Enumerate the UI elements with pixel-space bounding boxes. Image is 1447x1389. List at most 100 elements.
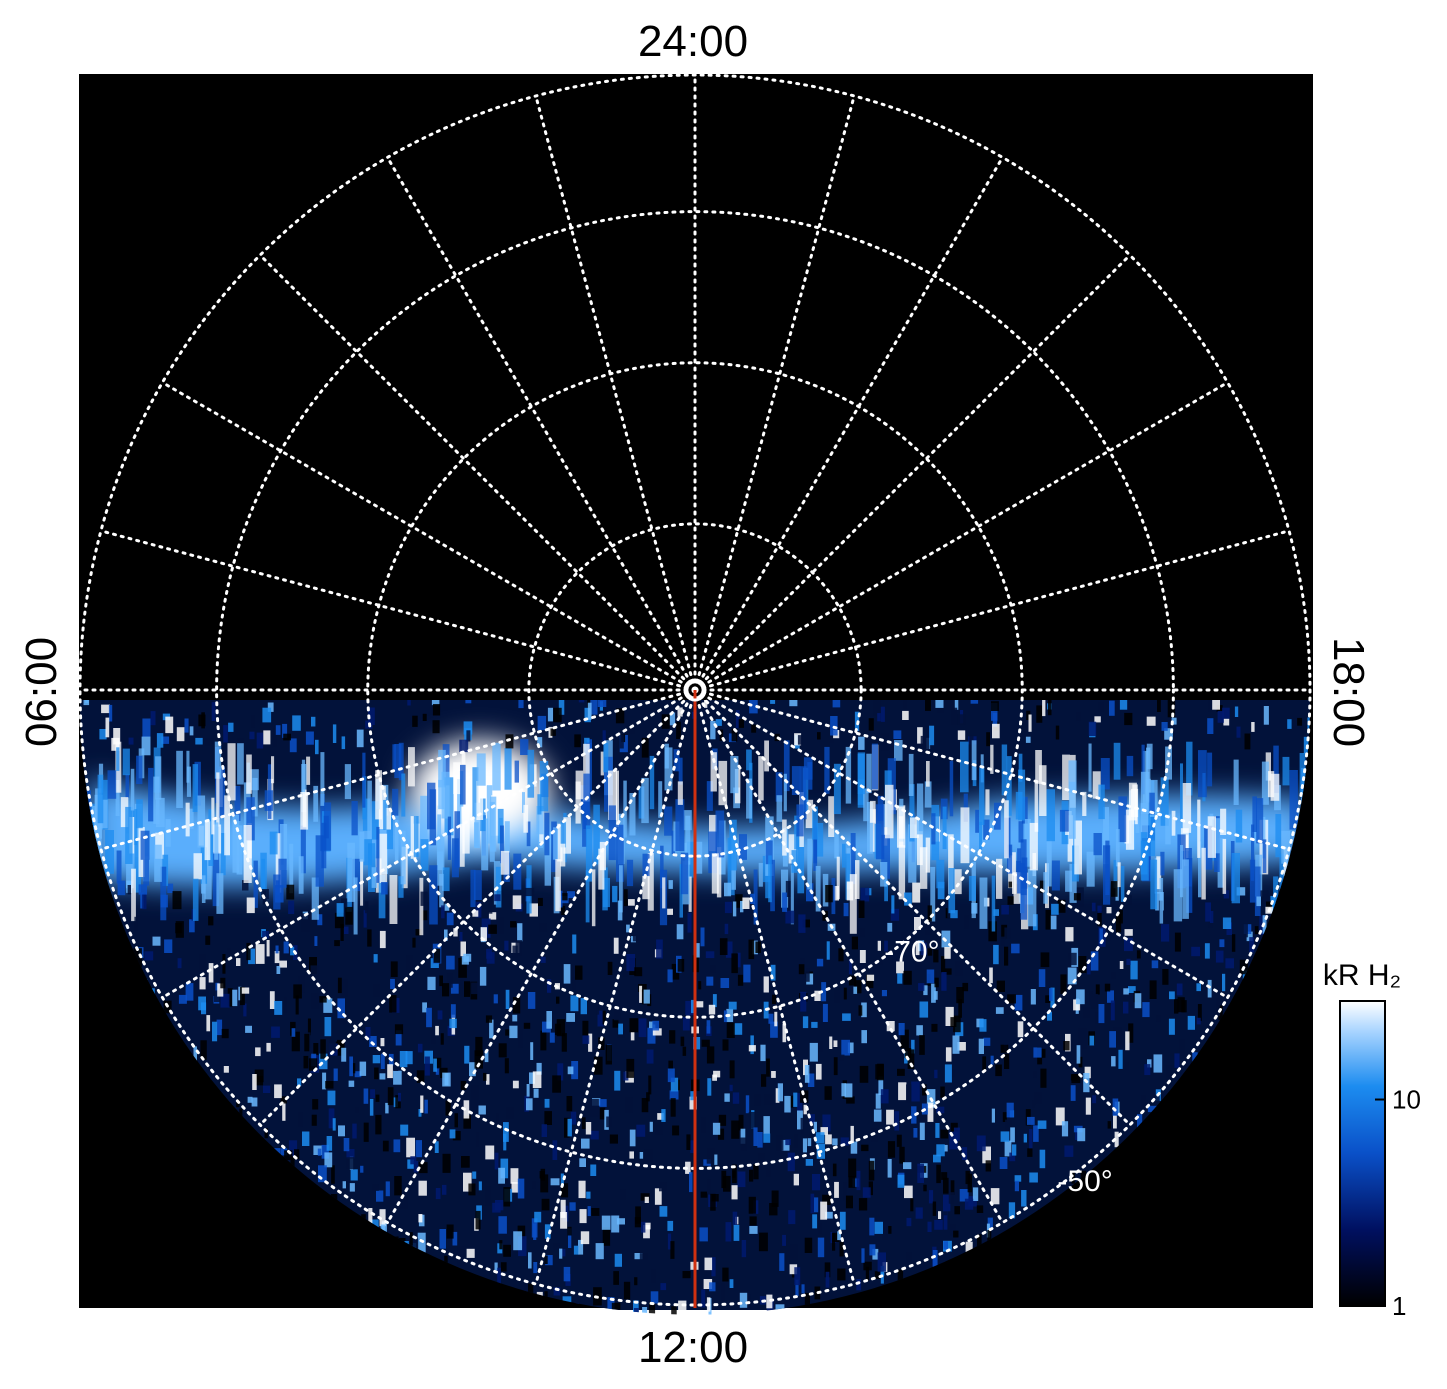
aurora-pixel — [376, 826, 380, 883]
aurora-pixel — [742, 897, 750, 909]
aurora-pixel — [917, 727, 923, 744]
aurora-pixel — [925, 921, 933, 936]
aurora-pixel — [954, 869, 962, 895]
aurora-pixel — [223, 1066, 229, 1073]
aurora-pixel — [722, 1039, 729, 1051]
aurora-pixel — [1307, 717, 1310, 734]
aurora-pixel — [310, 965, 320, 977]
aurora-pixel — [652, 1020, 660, 1031]
aurora-pixel — [1028, 714, 1032, 732]
aurora-pixel — [541, 1124, 547, 1137]
aurora-pixel — [729, 1084, 733, 1092]
aurora-pixel — [775, 1135, 784, 1151]
aurora-pixel — [306, 756, 311, 785]
aurora-pixel — [289, 738, 297, 753]
aurora-pixel — [1174, 999, 1179, 1014]
aurora-pixel — [1126, 958, 1131, 965]
aurora-pixel — [639, 985, 643, 1003]
aurora-pixel — [623, 964, 629, 977]
aurora-pixel — [454, 1113, 458, 1128]
aurora-pixel — [599, 1107, 606, 1120]
aurora-pixel — [476, 753, 486, 786]
aurora-pixel — [1101, 930, 1106, 937]
aurora-pixel — [1023, 1133, 1027, 1143]
aurora-pixel — [822, 1003, 828, 1022]
aurora-pixel — [777, 1083, 783, 1102]
aurora-pixel — [246, 754, 252, 794]
aurora-pixel — [943, 1241, 948, 1250]
meridian — [258, 253, 697, 692]
meridian — [534, 94, 697, 692]
aurora-pixel — [836, 856, 840, 900]
aurora-pixel — [311, 877, 319, 920]
aurora-pixel — [348, 1080, 355, 1087]
aurora-pixel — [387, 1064, 393, 1079]
aurora-pixel — [379, 1073, 386, 1080]
aurora-pixel — [969, 734, 974, 753]
aurora-pixel — [960, 807, 970, 864]
aurora-pixel — [898, 1023, 905, 1036]
aurora-pixel — [215, 982, 219, 997]
aurora-pixel — [442, 1153, 451, 1173]
aurora-pixel — [971, 740, 977, 781]
aurora-pixel — [903, 700, 907, 710]
aurora-pixel — [105, 830, 114, 874]
aurora-pixel — [341, 736, 346, 750]
aurora-pixel — [368, 1208, 373, 1226]
aurora-pixel — [214, 741, 222, 779]
aurora-pixel — [1100, 758, 1110, 790]
aurora-pixel — [262, 707, 272, 723]
aurora-pixel — [528, 1252, 532, 1269]
aurora-pixel — [740, 901, 744, 913]
aurora-pixel — [267, 702, 274, 712]
aurora-pixel — [471, 1085, 479, 1101]
aurora-pixel — [844, 1083, 853, 1098]
aurora-pixel — [782, 1234, 786, 1246]
aurora-pixel — [1113, 1027, 1123, 1046]
aurora-pixel — [164, 939, 173, 953]
aurora-pixel — [632, 934, 639, 942]
aurora-pixel — [927, 1221, 932, 1232]
aurora-pixel — [847, 1146, 854, 1166]
aurora-pixel — [704, 700, 708, 708]
aurora-pixel — [561, 900, 566, 908]
aurora-pixel — [600, 751, 604, 776]
aurora-pixel — [369, 1036, 377, 1047]
aurora-pixel — [664, 806, 673, 836]
aurora-pixel — [1007, 844, 1013, 874]
aurora-pixel — [485, 1145, 495, 1160]
aurora-pixel — [300, 792, 309, 830]
aurora-pixel — [1275, 814, 1282, 858]
aurora-pixel — [898, 1082, 907, 1101]
aurora-pixel — [944, 968, 952, 975]
aurora-pixel — [1087, 959, 1091, 975]
aurora-pixel — [394, 815, 399, 861]
aurora-pixel — [968, 875, 976, 901]
aurora-pixel — [341, 1047, 347, 1062]
aurora-pixel — [682, 1046, 687, 1056]
aurora-pixel — [1215, 998, 1221, 1016]
aurora-pixel — [879, 954, 884, 966]
aurora-pixel — [1125, 809, 1134, 850]
aurora-pixel — [775, 1088, 780, 1103]
aurora-pixel — [922, 1084, 927, 1096]
aurora-pixel — [958, 998, 962, 1018]
aurora-pixel — [214, 822, 219, 860]
aurora-pixel — [927, 1102, 934, 1122]
aurora-pixel — [354, 1071, 362, 1078]
aurora-pixel — [936, 1164, 941, 1184]
aurora-pixel — [154, 844, 162, 882]
aurora-pixel — [935, 1123, 940, 1138]
aurora-pixel — [598, 1037, 605, 1050]
aurora-pixel — [529, 1072, 535, 1084]
aurora-pixel — [249, 731, 255, 740]
aurora-pixel — [1018, 821, 1024, 843]
aurora-pixel — [1006, 1102, 1014, 1118]
aurora-pixel — [274, 1001, 283, 1015]
aurora-pixel — [642, 853, 650, 877]
aurora-pixel — [1181, 1000, 1187, 1013]
aurora-pixel — [1088, 743, 1092, 792]
aurora-pixel — [398, 1092, 401, 1102]
aurora-pixel — [945, 1006, 954, 1026]
aurora-pixel — [575, 965, 583, 980]
